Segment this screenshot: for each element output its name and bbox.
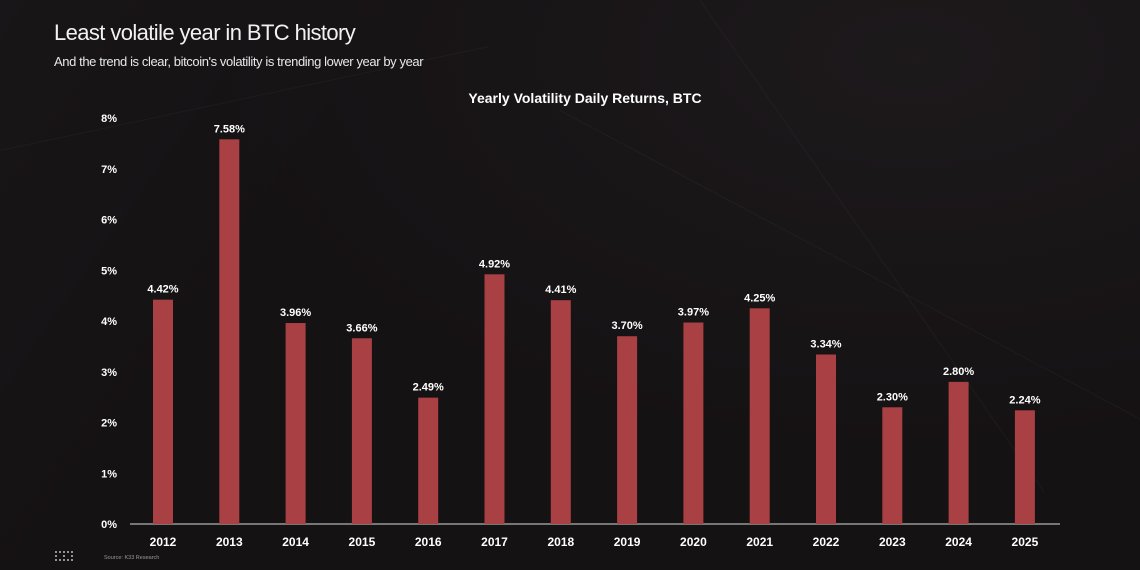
source-note: Source: K33 Research: [104, 555, 160, 561]
x-tick-label-2018: 2018: [547, 535, 574, 549]
y-tick-label: 2%: [101, 418, 117, 430]
x-tick-label-2015: 2015: [349, 535, 376, 549]
x-tick-label-2014: 2014: [282, 535, 309, 549]
bar-2016: [418, 397, 439, 524]
bar-2012: [153, 299, 173, 524]
y-tick-label: 4%: [101, 316, 117, 328]
bar-2018: [550, 300, 571, 524]
bar-2024: [948, 381, 969, 524]
x-tick-label-2021: 2021: [746, 535, 773, 549]
bar-2013: [219, 139, 240, 524]
value-label-2018: 4.41%: [545, 284, 576, 296]
bar-2014: [285, 323, 306, 524]
x-axis: 2012 2013 2014 2015 2016 2017 2018 2019 2020 2021…: [150, 535, 1039, 549]
x-tick-label-2017: 2017: [481, 535, 508, 549]
value-label-2019: 3.70%: [611, 320, 642, 332]
page-subtitle: And the trend is clear, bitcoin's volati…: [54, 54, 424, 69]
y-tick-label: 8%: [101, 113, 117, 125]
y-tick-label: 0%: [101, 519, 117, 531]
x-tick-label-2023: 2023: [879, 535, 906, 549]
x-tick-label-2025: 2025: [1012, 535, 1039, 549]
page-title: Least volatile year in BTC history: [54, 20, 356, 45]
bar-2020: [683, 322, 704, 524]
x-tick-label-2013: 2013: [216, 535, 243, 549]
y-axis: 0% 1% 2% 3% 4% 5% 6% 7% 8%: [101, 113, 117, 531]
value-label-2015: 3.66%: [346, 322, 377, 334]
y-tick-label: 1%: [101, 468, 117, 480]
x-tick-label-2022: 2022: [813, 535, 840, 549]
x-tick-label-2016: 2016: [415, 535, 442, 549]
value-label-2024: 2.80%: [943, 366, 974, 378]
bar-2023: [882, 407, 903, 524]
value-label-2021: 4.25%: [744, 292, 775, 304]
value-label-2020: 3.97%: [678, 307, 709, 319]
x-tick-label-2024: 2024: [945, 535, 972, 549]
bars: [153, 139, 1035, 524]
y-tick-label: 5%: [101, 265, 117, 277]
y-tick-label: 3%: [101, 367, 117, 379]
bar-2019: [617, 336, 638, 524]
bar-2021: [749, 308, 770, 524]
value-label-2025: 2.24%: [1009, 394, 1040, 406]
value-label-2012: 4.42%: [147, 284, 178, 296]
value-label-2013: 7.58%: [214, 123, 245, 135]
bar-2017: [484, 274, 505, 524]
bar-2025: [1014, 410, 1035, 524]
bar-2022: [816, 354, 836, 524]
x-tick-label-2012: 2012: [150, 535, 177, 549]
x-tick-label-2020: 2020: [680, 535, 707, 549]
value-label-2023: 2.30%: [877, 391, 908, 403]
value-label-2014: 3.96%: [280, 307, 311, 319]
y-tick-label: 6%: [101, 215, 117, 227]
value-labels: 4.42% 7.58% 3.96% 3.66% 2.49% 4.92% 4.41% 3.70%…: [147, 123, 1040, 406]
value-label-2017: 4.92%: [479, 258, 510, 270]
chart-title: Yearly Volatility Daily Returns, BTC: [468, 90, 702, 106]
value-label-2022: 3.34%: [810, 338, 841, 350]
k33-logo-icon: [55, 551, 73, 561]
x-tick-label-2019: 2019: [614, 535, 641, 549]
y-tick-label: 7%: [101, 164, 117, 176]
value-label-2016: 2.49%: [413, 382, 444, 394]
bar-2015: [351, 338, 372, 524]
